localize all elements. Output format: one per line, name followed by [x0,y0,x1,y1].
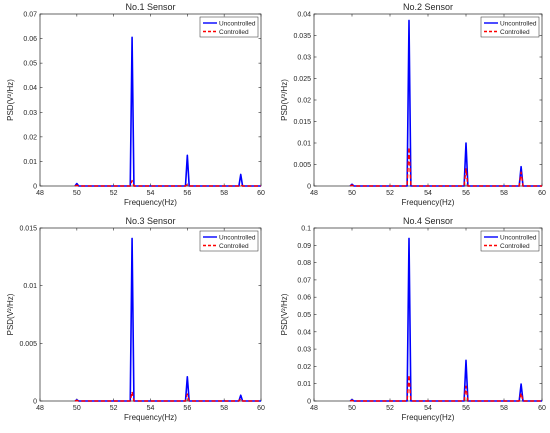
y-axis-title: PSD(V²/Hz) [6,293,15,335]
y-tick-label: 0.005 [293,162,311,169]
x-tick-label: 54 [147,190,155,197]
plot-area [314,14,542,186]
x-tick-label: 58 [500,405,508,412]
y-tick-label: 0.08 [297,260,311,267]
y-tick-label: 0.06 [23,36,37,43]
y-tick-label: 0.03 [297,55,311,62]
psd-panel-4: 48 50 52 54 56 58 60 0 0.01 0.02 0.03 0.04 0.05 0.06 0… [280,216,546,422]
plot-area [40,14,261,186]
y-tick-label: 0.07 [23,12,37,19]
psd-panel-2: 48 50 52 54 56 58 60 0 0.005 0.01 0.015 0.02 0.025 0.… [280,2,546,207]
y-tick-label: 0.02 [297,364,311,371]
y-tick-label: 0.035 [293,33,311,40]
y-tick-label: 0.01 [297,141,311,148]
legend-label: Controlled [500,29,530,36]
x-tick-label: 56 [462,190,470,197]
y-tick-label: 0.01 [297,381,311,388]
legend: Uncontrolled Controlled [481,231,539,251]
y-axis-title: PSD(V²/Hz) [6,79,15,121]
panel-title: No.3 Sensor [125,216,175,226]
x-tick-label: 52 [386,190,394,197]
y-tick-label: 0 [307,184,311,191]
panel-title: No.1 Sensor [125,2,175,12]
x-tick-label: 50 [348,405,356,412]
legend-label: Uncontrolled [500,234,537,241]
legend-label: Uncontrolled [219,234,256,241]
y-tick-label: 0.015 [19,226,37,233]
legend-label: Controlled [219,243,249,250]
x-tick-label: 52 [110,190,118,197]
x-tick-label: 60 [538,405,546,412]
y-tick-label: 0.04 [297,329,311,336]
x-axis-title: Frequency(Hz) [124,198,177,207]
y-tick-label: 0.07 [297,277,311,284]
x-tick-label: 58 [500,190,508,197]
x-tick-label: 56 [183,190,191,197]
x-tick-label: 60 [257,405,265,412]
x-axis-title: Frequency(Hz) [402,413,455,422]
y-tick-label: 0.04 [297,12,311,19]
y-tick-label: 0.02 [297,98,311,105]
y-tick-label: 0 [33,184,37,191]
x-tick-label: 48 [310,405,318,412]
legend-label: Controlled [500,243,530,250]
x-tick-label: 56 [183,405,191,412]
x-tick-label: 60 [538,190,546,197]
plot-area [314,228,542,401]
y-tick-label: 0 [307,399,311,406]
y-axis-title: PSD(V²/Hz) [280,79,289,121]
x-tick-label: 54 [424,190,432,197]
y-tick-label: 0.05 [297,312,311,319]
x-tick-label: 54 [147,405,155,412]
y-axis-title: PSD(V²/Hz) [280,293,289,335]
y-tick-label: 0.04 [23,85,37,92]
x-axis-title: Frequency(Hz) [124,413,177,422]
y-tick-label: 0.025 [293,76,311,83]
x-tick-label: 52 [386,405,394,412]
x-tick-label: 60 [257,190,265,197]
x-tick-label: 54 [424,405,432,412]
y-tick-label: 0.01 [23,283,37,290]
legend: Uncontrolled Controlled [200,17,258,37]
x-tick-label: 58 [220,405,228,412]
y-tick-label: 0.02 [23,134,37,141]
legend: Uncontrolled Controlled [200,231,258,251]
x-tick-label: 58 [220,190,228,197]
y-tick-label: 0.03 [297,347,311,354]
x-tick-label: 50 [73,190,81,197]
plot-area [40,228,261,401]
legend-label: Uncontrolled [219,20,256,27]
x-tick-label: 50 [73,405,81,412]
y-tick-label: 0.1 [301,226,311,233]
y-tick-label: 0.06 [297,295,311,302]
y-tick-label: 0 [33,399,37,406]
x-tick-label: 56 [462,405,470,412]
y-tick-label: 0.015 [293,119,311,126]
legend-label: Controlled [219,29,249,36]
x-tick-label: 50 [348,190,356,197]
y-tick-label: 0.03 [23,110,37,117]
y-tick-label: 0.09 [297,243,311,250]
y-tick-label: 0.05 [23,61,37,68]
y-tick-label: 0.01 [23,159,37,166]
y-tick-label: 0.005 [19,341,37,348]
x-tick-label: 48 [36,190,44,197]
psd-panel-3: 48 50 52 54 56 58 60 0 0.005 0.01 0.015 No.3 Sensor… [6,216,265,422]
x-tick-label: 52 [110,405,118,412]
panel-title: No.4 Sensor [403,216,453,226]
x-axis-title: Frequency(Hz) [402,198,455,207]
x-tick-label: 48 [36,405,44,412]
legend: Uncontrolled Controlled [481,17,539,37]
psd-panel-1: 48 50 52 54 56 58 60 0 0.01 0.02 0.03 0.04 0.05 0.06 0… [6,2,265,207]
legend-label: Uncontrolled [500,20,537,27]
panel-title: No.2 Sensor [403,2,453,12]
x-tick-label: 48 [310,190,318,197]
